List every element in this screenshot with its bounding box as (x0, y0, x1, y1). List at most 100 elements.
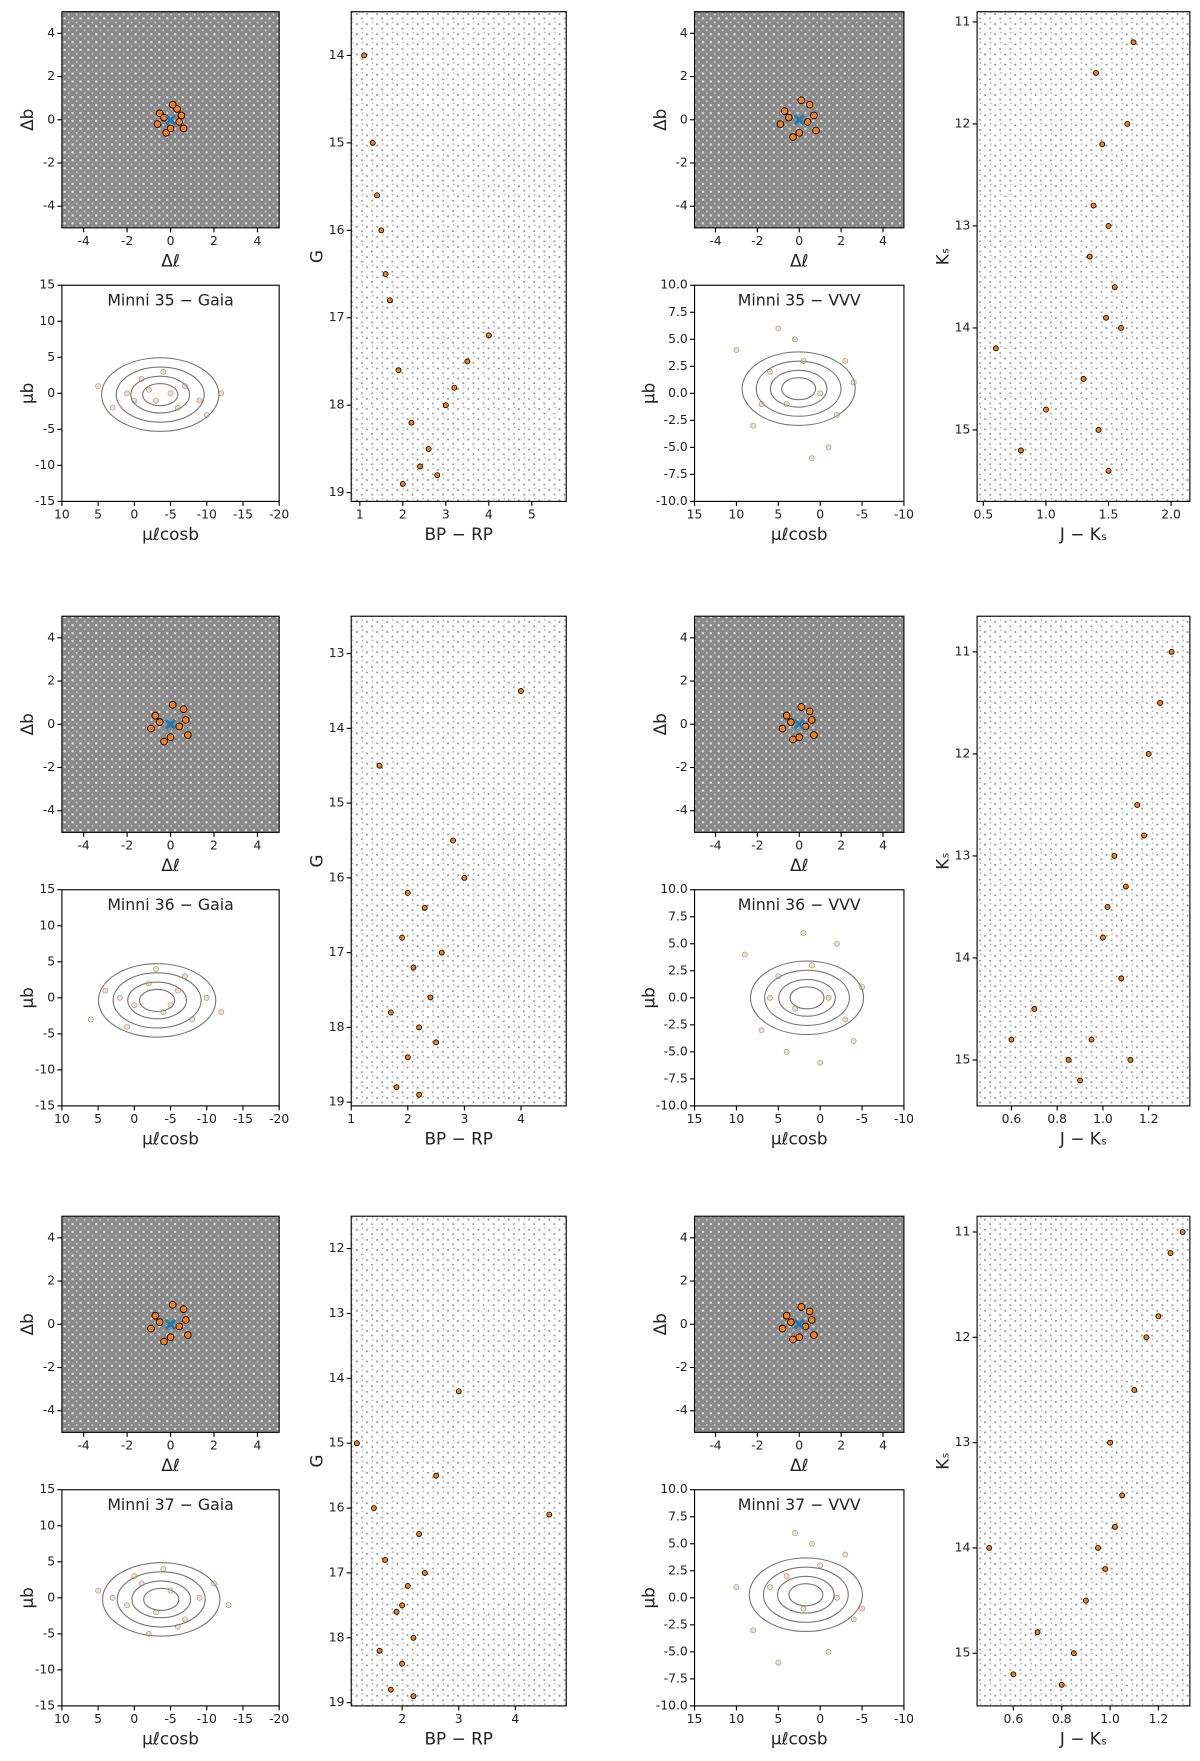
x-tick-label: 5 (774, 1112, 782, 1126)
member-point (1122, 883, 1129, 890)
x-tick-label: -2 (121, 838, 133, 852)
center-marker (793, 1318, 805, 1330)
contour (127, 981, 187, 1020)
member-point (1141, 832, 1148, 839)
pm-point (733, 347, 740, 354)
x-tick-label: -2 (121, 1438, 133, 1452)
y-tick-label: 18 (329, 1630, 345, 1644)
y-tick-label: -15 (35, 494, 55, 508)
pm-point (203, 994, 210, 1001)
y-tick-label: 12 (329, 1241, 345, 1255)
x-tick-label: -15 (233, 1112, 253, 1126)
x-tick-label: -20 (269, 507, 289, 521)
contour (142, 383, 179, 407)
member-point (374, 192, 380, 199)
y-tick-label: 0 (680, 112, 688, 126)
y-tick-label: 15 (39, 278, 55, 292)
panel: 10 5 0 -5 -10 -15 -20 -15 -10 -5 0 5 10 15 μℓcosb μb Min… (17, 278, 289, 544)
member-point (485, 332, 492, 339)
x-axis-label: μℓcosb (771, 1729, 828, 1749)
member-point (787, 718, 795, 726)
x-axis-label: Δℓ (161, 855, 180, 875)
x-tick-label: 10 (54, 507, 70, 521)
member-point (518, 688, 524, 694)
pm-point (203, 412, 210, 418)
plot-area (694, 285, 904, 502)
member-point (353, 1440, 360, 1447)
y-tick-label: 0 (47, 1317, 55, 1331)
y-tick-label: 4 (47, 1230, 55, 1244)
pm-point (842, 1016, 849, 1023)
member-point (1168, 648, 1175, 655)
member-point (1118, 975, 1125, 982)
member-point (416, 1091, 423, 1098)
member-point (795, 128, 804, 137)
member-point (807, 1316, 816, 1324)
pm-point (834, 1594, 840, 1601)
member-point (1031, 1006, 1038, 1012)
y-axis-label: Δb (17, 109, 37, 131)
member-point (421, 1570, 428, 1576)
x-axis-label: Δℓ (790, 855, 809, 875)
member-point (464, 358, 471, 365)
y-tick-label: 13 (329, 1306, 345, 1320)
y-tick-label: -2 (675, 156, 687, 170)
contour (112, 972, 202, 1029)
frame (693, 284, 905, 502)
y-tick-label: 12 (955, 1330, 971, 1344)
x-tick-label: -15 (233, 1712, 253, 1726)
pm-point (211, 1580, 217, 1587)
x-tick-label: -5 (164, 1712, 176, 1726)
member-point (787, 1318, 795, 1326)
pm-point (218, 1009, 225, 1016)
member-point (1124, 121, 1131, 127)
member-point (387, 1686, 394, 1693)
member-point (1102, 1566, 1109, 1572)
pm-point (817, 1562, 824, 1569)
contour (755, 360, 842, 417)
member-point (166, 1333, 175, 1342)
y-tick-label: 15 (955, 1052, 971, 1066)
x-tick-label: 4 (485, 507, 493, 521)
y-tick-label: 4 (680, 26, 688, 40)
plot-area (351, 616, 567, 1106)
y-tick-label: -5 (43, 1026, 55, 1040)
plot-area (61, 285, 280, 502)
x-tick-label: 0.6 (1004, 1712, 1024, 1726)
contour (764, 969, 850, 1026)
center-marker (793, 718, 805, 730)
panel: -4 -2 0 2 4 -4 -2 0 2 4 Δℓ Δb (17, 11, 280, 271)
x-tick-label: 5 (94, 1712, 102, 1726)
y-axis-label: Δb (17, 1313, 37, 1335)
pm-point (834, 412, 840, 418)
x-tick-label: 0 (795, 234, 803, 248)
pm-point (792, 1530, 798, 1536)
member-point (1130, 39, 1137, 46)
x-tick-label: 1.0 (1093, 1112, 1113, 1126)
x-tick-label: -10 (894, 1112, 914, 1126)
panel: 0.6 0.8 1.0 1.2 11 12 13 14 15 J − Kₛ Kₛ (932, 615, 1191, 1149)
x-tick-label: 0 (130, 1112, 138, 1126)
member-point (386, 297, 393, 304)
y-tick-label: 4 (47, 630, 55, 644)
x-tick-label: -4 (77, 1438, 89, 1452)
member-point (1105, 223, 1112, 229)
member-point (147, 724, 155, 733)
x-tick-label: 5 (94, 507, 102, 521)
x-tick-label: 5 (774, 507, 782, 521)
x-tick-label: 15 (687, 1112, 703, 1126)
pm-point (842, 357, 849, 364)
plot-area (351, 11, 567, 502)
member-point (1179, 1229, 1186, 1235)
member-point (179, 124, 188, 133)
y-tick-label: -7.5 (664, 1071, 688, 1085)
panel: 1 2 3 4 5 14 15 16 17 18 19 BP − RP G (306, 11, 567, 544)
y-axis-label: Δb (650, 109, 670, 131)
pm-point (182, 383, 188, 390)
pm-point (850, 1616, 857, 1623)
x-tick-label: 0 (816, 1112, 824, 1126)
pm-point (775, 1659, 782, 1666)
pm-point (750, 422, 757, 429)
x-tick-label: 0 (167, 838, 175, 852)
y-tick-label: 5.0 (668, 332, 688, 346)
